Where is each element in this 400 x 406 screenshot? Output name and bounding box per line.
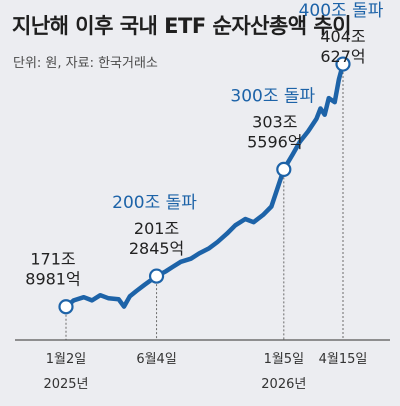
- value-label: 404조: [320, 27, 365, 46]
- value-label: 201조: [134, 219, 179, 238]
- x-tick-sublabel: 2026년: [261, 377, 306, 392]
- data-point-marker: [58, 299, 74, 315]
- milestone-label: 200조 돌파: [112, 193, 197, 213]
- value-label: 627억: [320, 47, 365, 66]
- chart-title: 지난해 이후 국내 ETF 순자산총액 추이: [12, 14, 352, 38]
- series-line: [63, 61, 346, 309]
- data-point-marker: [148, 268, 165, 284]
- x-tick-label: 1월2일: [46, 352, 86, 367]
- x-tick-label: 4월15일: [319, 352, 368, 367]
- chart-subtitle: 단위: 원, 자료: 한국거래소: [13, 56, 158, 71]
- data-point-marker: [335, 56, 351, 72]
- value-label: 171조: [30, 250, 75, 269]
- value-label: 2845억: [129, 239, 184, 258]
- value-label: 8981억: [25, 270, 80, 289]
- x-tick-label: 1월5일: [264, 352, 304, 367]
- value-label: 5596억: [247, 132, 302, 151]
- milestone-label: 300조 돌파: [230, 86, 315, 106]
- data-point-marker: [276, 161, 292, 177]
- value-label: 303조: [252, 112, 297, 131]
- x-tick-sublabel: 2025년: [43, 377, 88, 392]
- milestone-label: 400조 돌파: [299, 1, 384, 21]
- x-tick-label: 6월4일: [136, 352, 176, 367]
